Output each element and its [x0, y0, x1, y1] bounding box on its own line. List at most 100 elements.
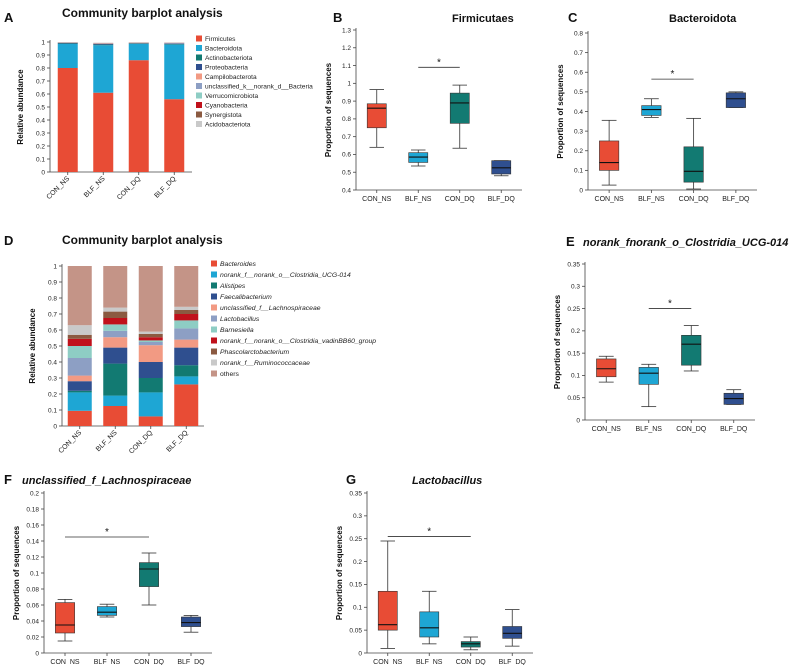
- x-tick-label: BLF_NS: [416, 659, 443, 665]
- legend-swatch: [196, 121, 202, 127]
- bar-segment: [67, 334, 92, 339]
- bar-segment: [138, 342, 163, 346]
- bar-segment: [67, 338, 92, 346]
- panel-letter: F: [4, 472, 12, 487]
- y-axis-label: Proportion of sequences: [324, 62, 333, 157]
- legend-swatch: [211, 348, 217, 355]
- bar-segment: [138, 331, 163, 334]
- box-body: [55, 602, 75, 634]
- y-tick-label: 0.6: [574, 70, 583, 77]
- x-tick-label: BLF_DQ: [165, 429, 190, 454]
- bar-segment: [67, 410, 92, 426]
- y-tick-label: 0.5: [36, 104, 45, 111]
- y-tick-label: 0.5: [574, 89, 583, 96]
- box-body: [638, 367, 659, 385]
- y-tick-label: 0.02: [26, 634, 39, 641]
- y-tick-label: 0.4: [36, 117, 45, 124]
- bar-segment: [103, 406, 128, 426]
- panel-g: G Lactobacillus 0 0.05 0.1 0.15 0.2 0.25 0.3 0.35…: [335, 472, 533, 665]
- bar-segment: [67, 358, 92, 376]
- legend-swatch: [196, 102, 202, 108]
- y-tick-label: 0.9: [36, 52, 45, 59]
- legend-label: Barnesiella: [220, 327, 254, 334]
- box-body: [725, 92, 746, 108]
- legend-label: Proteobacteria: [205, 65, 248, 72]
- bar-segment: [67, 325, 92, 335]
- legend-label: Cyanobacteria: [205, 103, 248, 110]
- y-tick-label: 0.1: [353, 605, 362, 612]
- bar-segment: [138, 416, 163, 426]
- x-tick-label: CON_DQ: [456, 659, 487, 665]
- y-tick-label: 0.15: [349, 582, 362, 589]
- panel-letter: E: [566, 234, 575, 249]
- y-tick-label: 0.8: [48, 295, 57, 302]
- bar-segment: [174, 314, 199, 321]
- y-tick-label: 0.5: [342, 170, 351, 177]
- y-tick-label: 0.06: [26, 602, 39, 609]
- x-tick-label: BLF_NS: [95, 429, 119, 453]
- box-body: [681, 335, 702, 366]
- bar-segment: [103, 307, 128, 312]
- y-tick-label: 0.3: [571, 284, 580, 291]
- bar-segment: [174, 328, 199, 340]
- y-tick-label: 0.05: [349, 627, 362, 634]
- bar-segment: [128, 43, 149, 61]
- y-tick-label: 0.7: [36, 78, 45, 85]
- y-tick-label: 1: [41, 39, 45, 46]
- x-tick-label: BLF_DQ: [177, 659, 205, 665]
- significance-star: *: [671, 69, 675, 80]
- bar-segment: [174, 266, 199, 307]
- bar-segment: [57, 68, 78, 172]
- legend-swatch: [211, 359, 217, 366]
- legend-swatch: [211, 282, 217, 289]
- bar-segment: [57, 42, 78, 44]
- bar-segment: [103, 330, 128, 338]
- legend-label: Acidobacteriota: [205, 122, 251, 129]
- bar-segment: [138, 378, 163, 393]
- x-tick-label: BLF_NS: [94, 659, 121, 665]
- legend-label: Bacteroides: [220, 261, 256, 268]
- bar-segment: [174, 306, 199, 310]
- y-tick-label: 0.3: [353, 513, 362, 520]
- legend-swatch: [196, 54, 202, 61]
- bar-segment: [174, 339, 199, 348]
- y-axis-label: Proportion of sequences: [556, 64, 565, 159]
- y-tick-label: 0.14: [26, 538, 39, 545]
- x-tick-label: CON_DQ: [676, 426, 707, 433]
- legend-label: norank_f__Ruminococcaceae: [220, 360, 310, 367]
- bar-segment: [174, 310, 199, 314]
- bar-segment: [103, 324, 128, 331]
- legend-swatch: [196, 111, 202, 118]
- bar-segment: [93, 43, 114, 45]
- bar-segment: [138, 266, 163, 332]
- chart-title: Lactobacillus: [412, 475, 482, 487]
- panel-d: D Community barplot analysis 0 0.1 0.2 0.3 0.4…: [4, 233, 376, 456]
- bar-segment: [164, 44, 185, 45]
- x-tick-label: BLF_NS: [636, 426, 663, 433]
- x-tick-label: CON_DQ: [128, 429, 155, 456]
- significance-star: *: [668, 299, 672, 310]
- y-tick-label: 0.08: [26, 586, 39, 593]
- y-tick-label: 0.6: [342, 152, 351, 159]
- y-tick-label: 0.5: [48, 343, 57, 350]
- bar-segment: [164, 99, 185, 172]
- x-tick-label: CON_NS: [595, 196, 625, 203]
- legend-swatch: [196, 92, 202, 99]
- bar-segment: [103, 266, 128, 308]
- x-tick-label: BLF_DQ: [153, 175, 178, 200]
- y-tick-label: 0.6: [48, 327, 57, 334]
- bar-segment: [103, 363, 128, 396]
- y-tick-label: 0.1: [574, 168, 583, 175]
- y-tick-label: 0.2: [574, 148, 583, 155]
- y-tick-label: 0.2: [48, 391, 57, 398]
- bar-segment: [103, 395, 128, 406]
- y-tick-label: 0.4: [574, 109, 583, 116]
- bar-segment: [138, 345, 163, 362]
- legend-swatch: [211, 326, 217, 333]
- chart-title: Community barplot analysis: [62, 6, 223, 20]
- y-axis-label: Relative abundance: [28, 308, 37, 384]
- box-body: [683, 146, 704, 183]
- x-tick-label: CON_DQ: [116, 175, 143, 202]
